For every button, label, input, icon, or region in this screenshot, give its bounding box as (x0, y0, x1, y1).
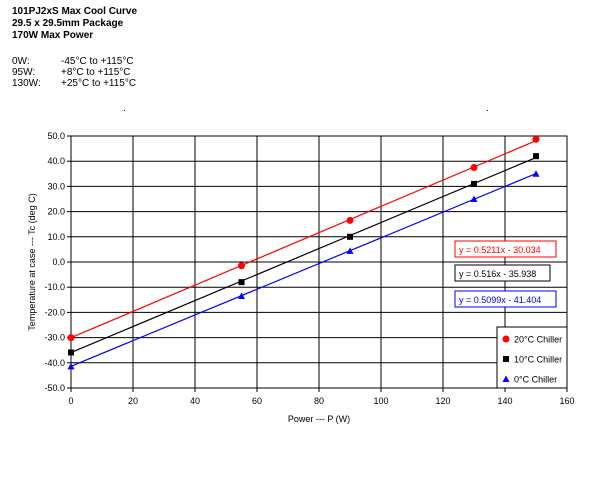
legend-label: 10°C Chiller (514, 355, 562, 365)
data-point-square (68, 349, 74, 356)
x-tick-label: 160 (559, 396, 574, 406)
x-tick-label: 60 (252, 396, 262, 406)
data-point-square (238, 279, 245, 286)
y-tick-label: 50.0 (47, 131, 65, 141)
legend-label: 0°C Chiller (514, 375, 557, 385)
y-tick-label: 10.0 (47, 232, 65, 242)
spec-power: 95W: (12, 67, 36, 78)
trend-equation-label: y = 0.5099x - 41.404 (459, 295, 541, 305)
data-point-square (533, 153, 539, 160)
y-tick-label: -40.0 (44, 358, 65, 368)
chart-title: 101PJ2xS Max Cool Curve (12, 6, 138, 17)
spec-row: 130W: +25°C to +115°C (12, 78, 136, 89)
legend-label: 20°C Chiller (514, 335, 562, 345)
x-tick-label: 80 (314, 396, 324, 406)
trend-line (70, 173, 537, 367)
data-point-circle (470, 164, 478, 171)
y-tick-label: -50.0 (44, 383, 65, 393)
max-power-label: 170W Max Power (12, 30, 94, 41)
y-tick-label: 40.0 (47, 156, 65, 166)
x-tick-label: 20 (128, 396, 138, 406)
data-point-triangle (470, 195, 478, 202)
equation-box (454, 290, 557, 308)
y-tick-label: -20.0 (44, 307, 65, 317)
stray-mark-left: . (123, 103, 126, 114)
y-tick-label: 20.0 (47, 207, 65, 217)
data-point-square (471, 180, 477, 187)
data-point-square (347, 233, 353, 240)
data-point-circle (532, 135, 540, 143)
spec-row: 0W: -45°C to +115°C (12, 56, 136, 67)
x-tick-label: 120 (435, 396, 450, 406)
trend-equation-label: y = 0.516x - 35.938 (459, 269, 536, 279)
data-point-triangle (502, 375, 510, 382)
trend-line (70, 156, 537, 354)
spec-power: 130W: (12, 78, 41, 89)
x-tick-label: 0 (68, 396, 73, 406)
x-tick-label: 40 (190, 396, 200, 406)
y-tick-label: 30.0 (47, 181, 65, 191)
data-point-square (503, 356, 509, 362)
data-point-circle (346, 216, 354, 224)
spec-power: 0W: (12, 56, 30, 67)
data-point-circle (238, 262, 245, 270)
y-tick-label: -10.0 (44, 282, 65, 292)
y-tick-label: -30.0 (44, 333, 65, 343)
spec-range: +8°C to +115°C (61, 67, 131, 78)
data-point-triangle (67, 362, 75, 370)
x-tick-label: 140 (497, 396, 512, 406)
trend-equation-label: y = 0.5211x - 30.034 (459, 245, 541, 255)
spec-row: 95W: +8°C to +115°C (12, 67, 136, 78)
equation-box (454, 264, 551, 282)
data-point-triangle (346, 247, 354, 254)
spec-range: +25°C to +115°C (61, 78, 137, 89)
data-point-circle (502, 335, 510, 343)
y-tick-label: 0.0 (52, 257, 65, 267)
spec-table: 0W: -45°C to +115°C 95W: +8°C to +115°C … (12, 56, 136, 89)
spec-range: -45°C to +115°C (61, 56, 134, 67)
y-axis-title: Temperature at case --- Tc (deg C) (27, 193, 37, 330)
data-point-circle (67, 334, 75, 342)
x-tick-label: 100 (373, 396, 388, 406)
trend-line (70, 140, 537, 339)
data-point-triangle (238, 292, 245, 300)
x-axis-title: Power --- P (W) (288, 414, 350, 424)
chart-header: 101PJ2xS Max Cool Curve 29.5 x 29.5mm Pa… (12, 6, 137, 42)
stray-mark-right: . (486, 103, 489, 114)
package-label: 29.5 x 29.5mm Package (12, 18, 124, 29)
equation-box (454, 240, 557, 258)
data-point-triangle (532, 170, 540, 177)
